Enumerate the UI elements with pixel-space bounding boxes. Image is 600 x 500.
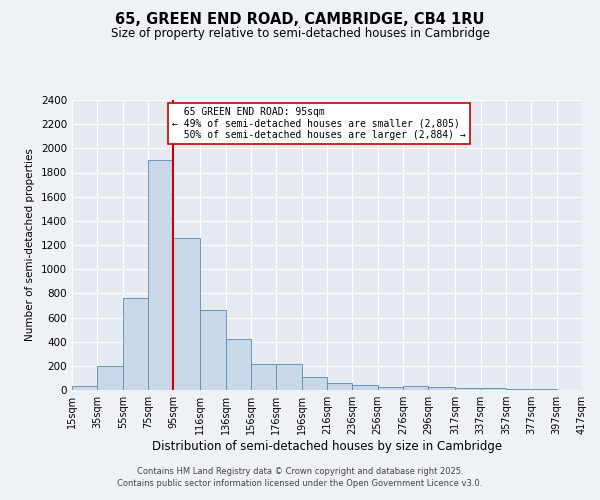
Text: Distribution of semi-detached houses by size in Cambridge: Distribution of semi-detached houses by … (152, 440, 502, 453)
Bar (97, 366, 123, 390)
Bar (251, 364, 276, 390)
Bar (72, 386, 97, 390)
Bar (200, 310, 226, 390)
Bar (327, 384, 352, 390)
Bar (352, 384, 378, 390)
Bar (378, 387, 403, 390)
Bar (403, 386, 428, 390)
Bar (123, 298, 148, 390)
Bar (148, 160, 173, 390)
Text: 65, GREEN END ROAD, CAMBRIDGE, CB4 1RU: 65, GREEN END ROAD, CAMBRIDGE, CB4 1RU (115, 12, 485, 28)
Text: 65 GREEN END ROAD: 95sqm
← 49% of semi-detached houses are smaller (2,805)
  50%: 65 GREEN END ROAD: 95sqm ← 49% of semi-d… (172, 108, 466, 140)
Bar (428, 387, 455, 390)
Text: Contains HM Land Registry data © Crown copyright and database right 2025.: Contains HM Land Registry data © Crown c… (137, 467, 463, 476)
Bar (226, 339, 251, 390)
Bar (481, 388, 506, 390)
Text: Size of property relative to semi-detached houses in Cambridge: Size of property relative to semi-detach… (110, 28, 490, 40)
Y-axis label: Number of semi-detached properties: Number of semi-detached properties (25, 148, 35, 342)
Bar (276, 364, 302, 390)
Bar (173, 238, 200, 390)
Bar (302, 378, 327, 390)
Text: Contains public sector information licensed under the Open Government Licence v3: Contains public sector information licen… (118, 478, 482, 488)
Bar (455, 388, 481, 390)
